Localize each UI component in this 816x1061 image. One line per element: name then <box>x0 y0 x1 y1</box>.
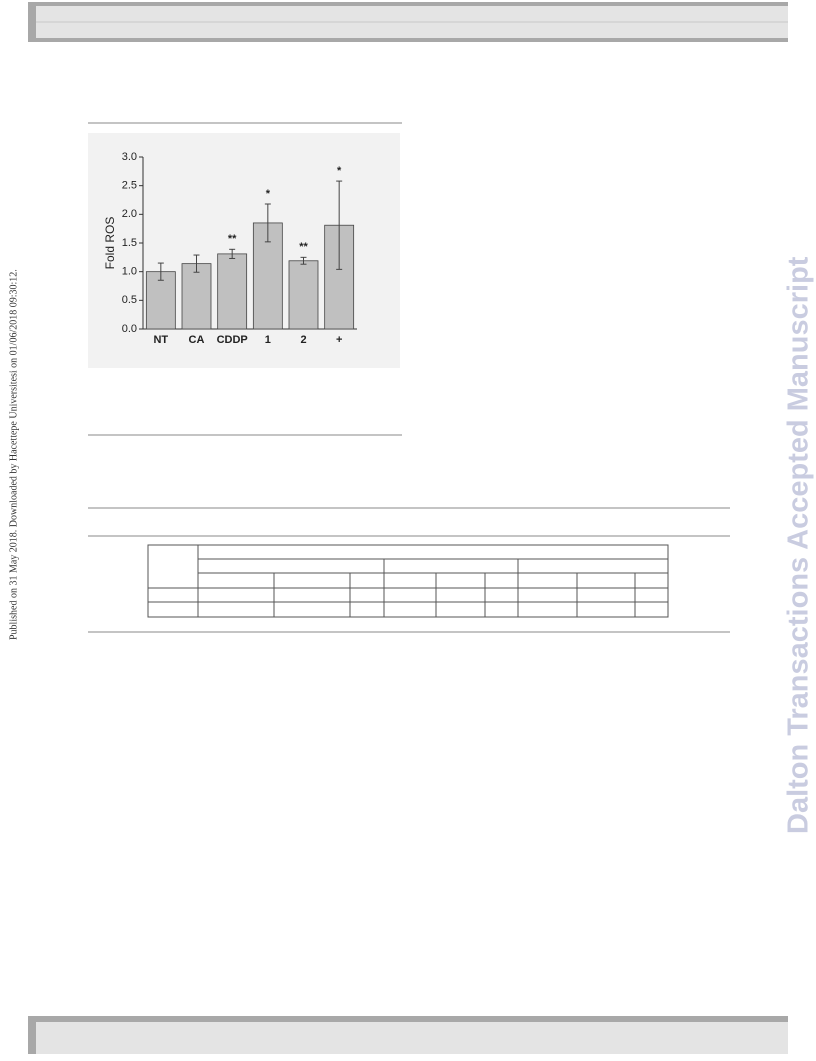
empty-table <box>147 544 669 618</box>
x-tick-label: 1 <box>265 334 271 346</box>
y-tick-label: 0.5 <box>122 294 137 306</box>
y-tick-label: 3.0 <box>122 151 137 163</box>
x-tick-label: + <box>336 334 342 346</box>
y-tick-label: 2.0 <box>122 208 137 220</box>
y-tick-label: 0.0 <box>122 323 137 335</box>
watermark: Dalton Transactions Accepted Manuscript <box>783 256 815 834</box>
x-tick-label: CDDP <box>217 334 248 346</box>
bar <box>217 253 248 330</box>
bar <box>145 271 176 330</box>
footer-inner <box>36 1022 788 1054</box>
x-tick-label: 2 <box>300 334 306 346</box>
significance-label: ** <box>228 233 237 245</box>
y-axis-label: Fold ROS <box>103 217 117 270</box>
bar <box>181 263 212 330</box>
y-tick-label: 2.5 <box>122 180 137 192</box>
significance-label: ** <box>299 241 308 253</box>
bar <box>288 260 319 330</box>
y-tick-label: 1.5 <box>122 237 137 249</box>
side-note: Published on 31 May 2018. Downloaded by … <box>8 269 19 640</box>
significance-label: * <box>337 165 342 177</box>
y-tick-label: 1.0 <box>122 266 137 278</box>
x-tick-label: NT <box>153 334 168 346</box>
x-tick-label: CA <box>189 334 205 346</box>
significance-label: * <box>266 188 271 200</box>
